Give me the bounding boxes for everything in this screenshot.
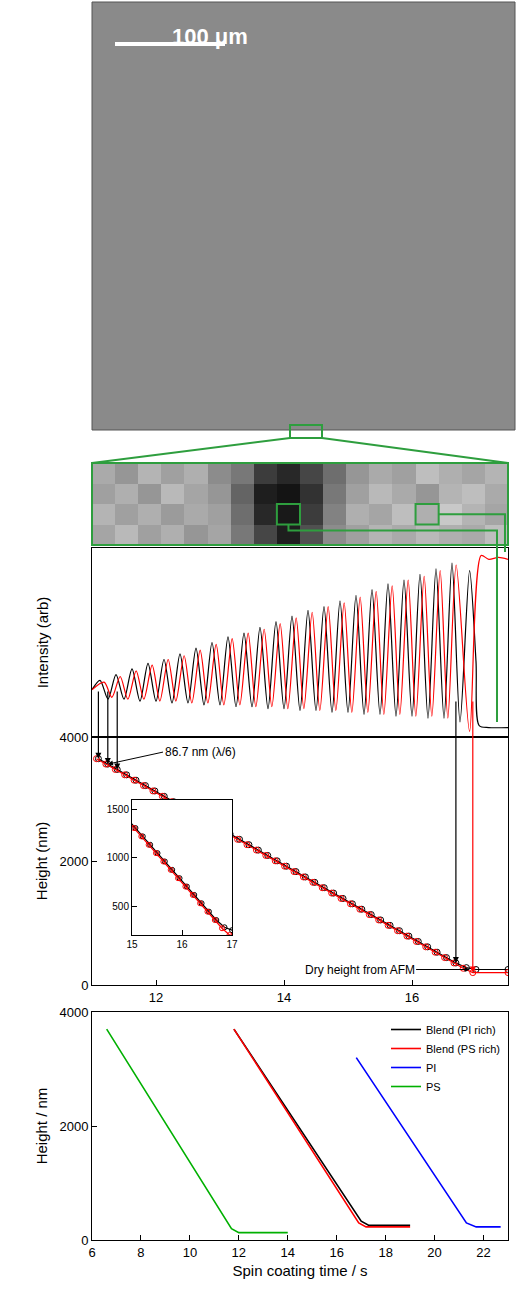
svg-text:4000: 4000 xyxy=(59,1005,88,1020)
svg-text:PI: PI xyxy=(426,1062,436,1074)
svg-text:14: 14 xyxy=(281,1245,295,1260)
svg-text:1500: 1500 xyxy=(107,804,130,815)
svg-text:500: 500 xyxy=(112,901,129,912)
svg-text:18: 18 xyxy=(378,1245,392,1260)
svg-text:0: 0 xyxy=(81,1233,88,1248)
svg-text:16: 16 xyxy=(176,939,188,950)
svg-text:Intensity (arb): Intensity (arb) xyxy=(34,597,51,689)
svg-text:8: 8 xyxy=(137,1245,144,1260)
svg-text:2000: 2000 xyxy=(59,854,88,869)
svg-text:16: 16 xyxy=(405,990,419,1005)
svg-text:6: 6 xyxy=(88,1245,95,1260)
svg-text:Blend (PS rich): Blend (PS rich) xyxy=(426,1043,500,1055)
svg-text:Dry height from AFM: Dry height from AFM xyxy=(305,963,415,977)
svg-text:100 μm: 100 μm xyxy=(172,24,248,49)
svg-text:PS: PS xyxy=(426,1081,441,1093)
svg-text:12: 12 xyxy=(232,1245,246,1260)
svg-text:17: 17 xyxy=(226,939,238,950)
svg-text:10: 10 xyxy=(183,1245,197,1260)
svg-text:0: 0 xyxy=(81,978,88,993)
svg-text:86.7 nm (λ/6): 86.7 nm (λ/6) xyxy=(165,745,236,759)
svg-text:20: 20 xyxy=(427,1245,441,1260)
svg-text:14: 14 xyxy=(277,990,291,1005)
svg-text:22: 22 xyxy=(476,1245,490,1260)
svg-text:16: 16 xyxy=(329,1245,343,1260)
svg-text:15: 15 xyxy=(126,939,138,950)
svg-text:Spin coating time / s: Spin coating time / s xyxy=(232,1262,367,1279)
svg-text:Blend (PI rich): Blend (PI rich) xyxy=(426,1024,496,1036)
svg-text:4000: 4000 xyxy=(59,730,88,745)
svg-text:1000: 1000 xyxy=(107,852,130,863)
svg-text:Height (nm): Height (nm) xyxy=(33,822,50,900)
svg-text:2000: 2000 xyxy=(59,1119,88,1134)
svg-text:Height / nm: Height / nm xyxy=(33,1088,50,1165)
svg-text:12: 12 xyxy=(149,990,163,1005)
